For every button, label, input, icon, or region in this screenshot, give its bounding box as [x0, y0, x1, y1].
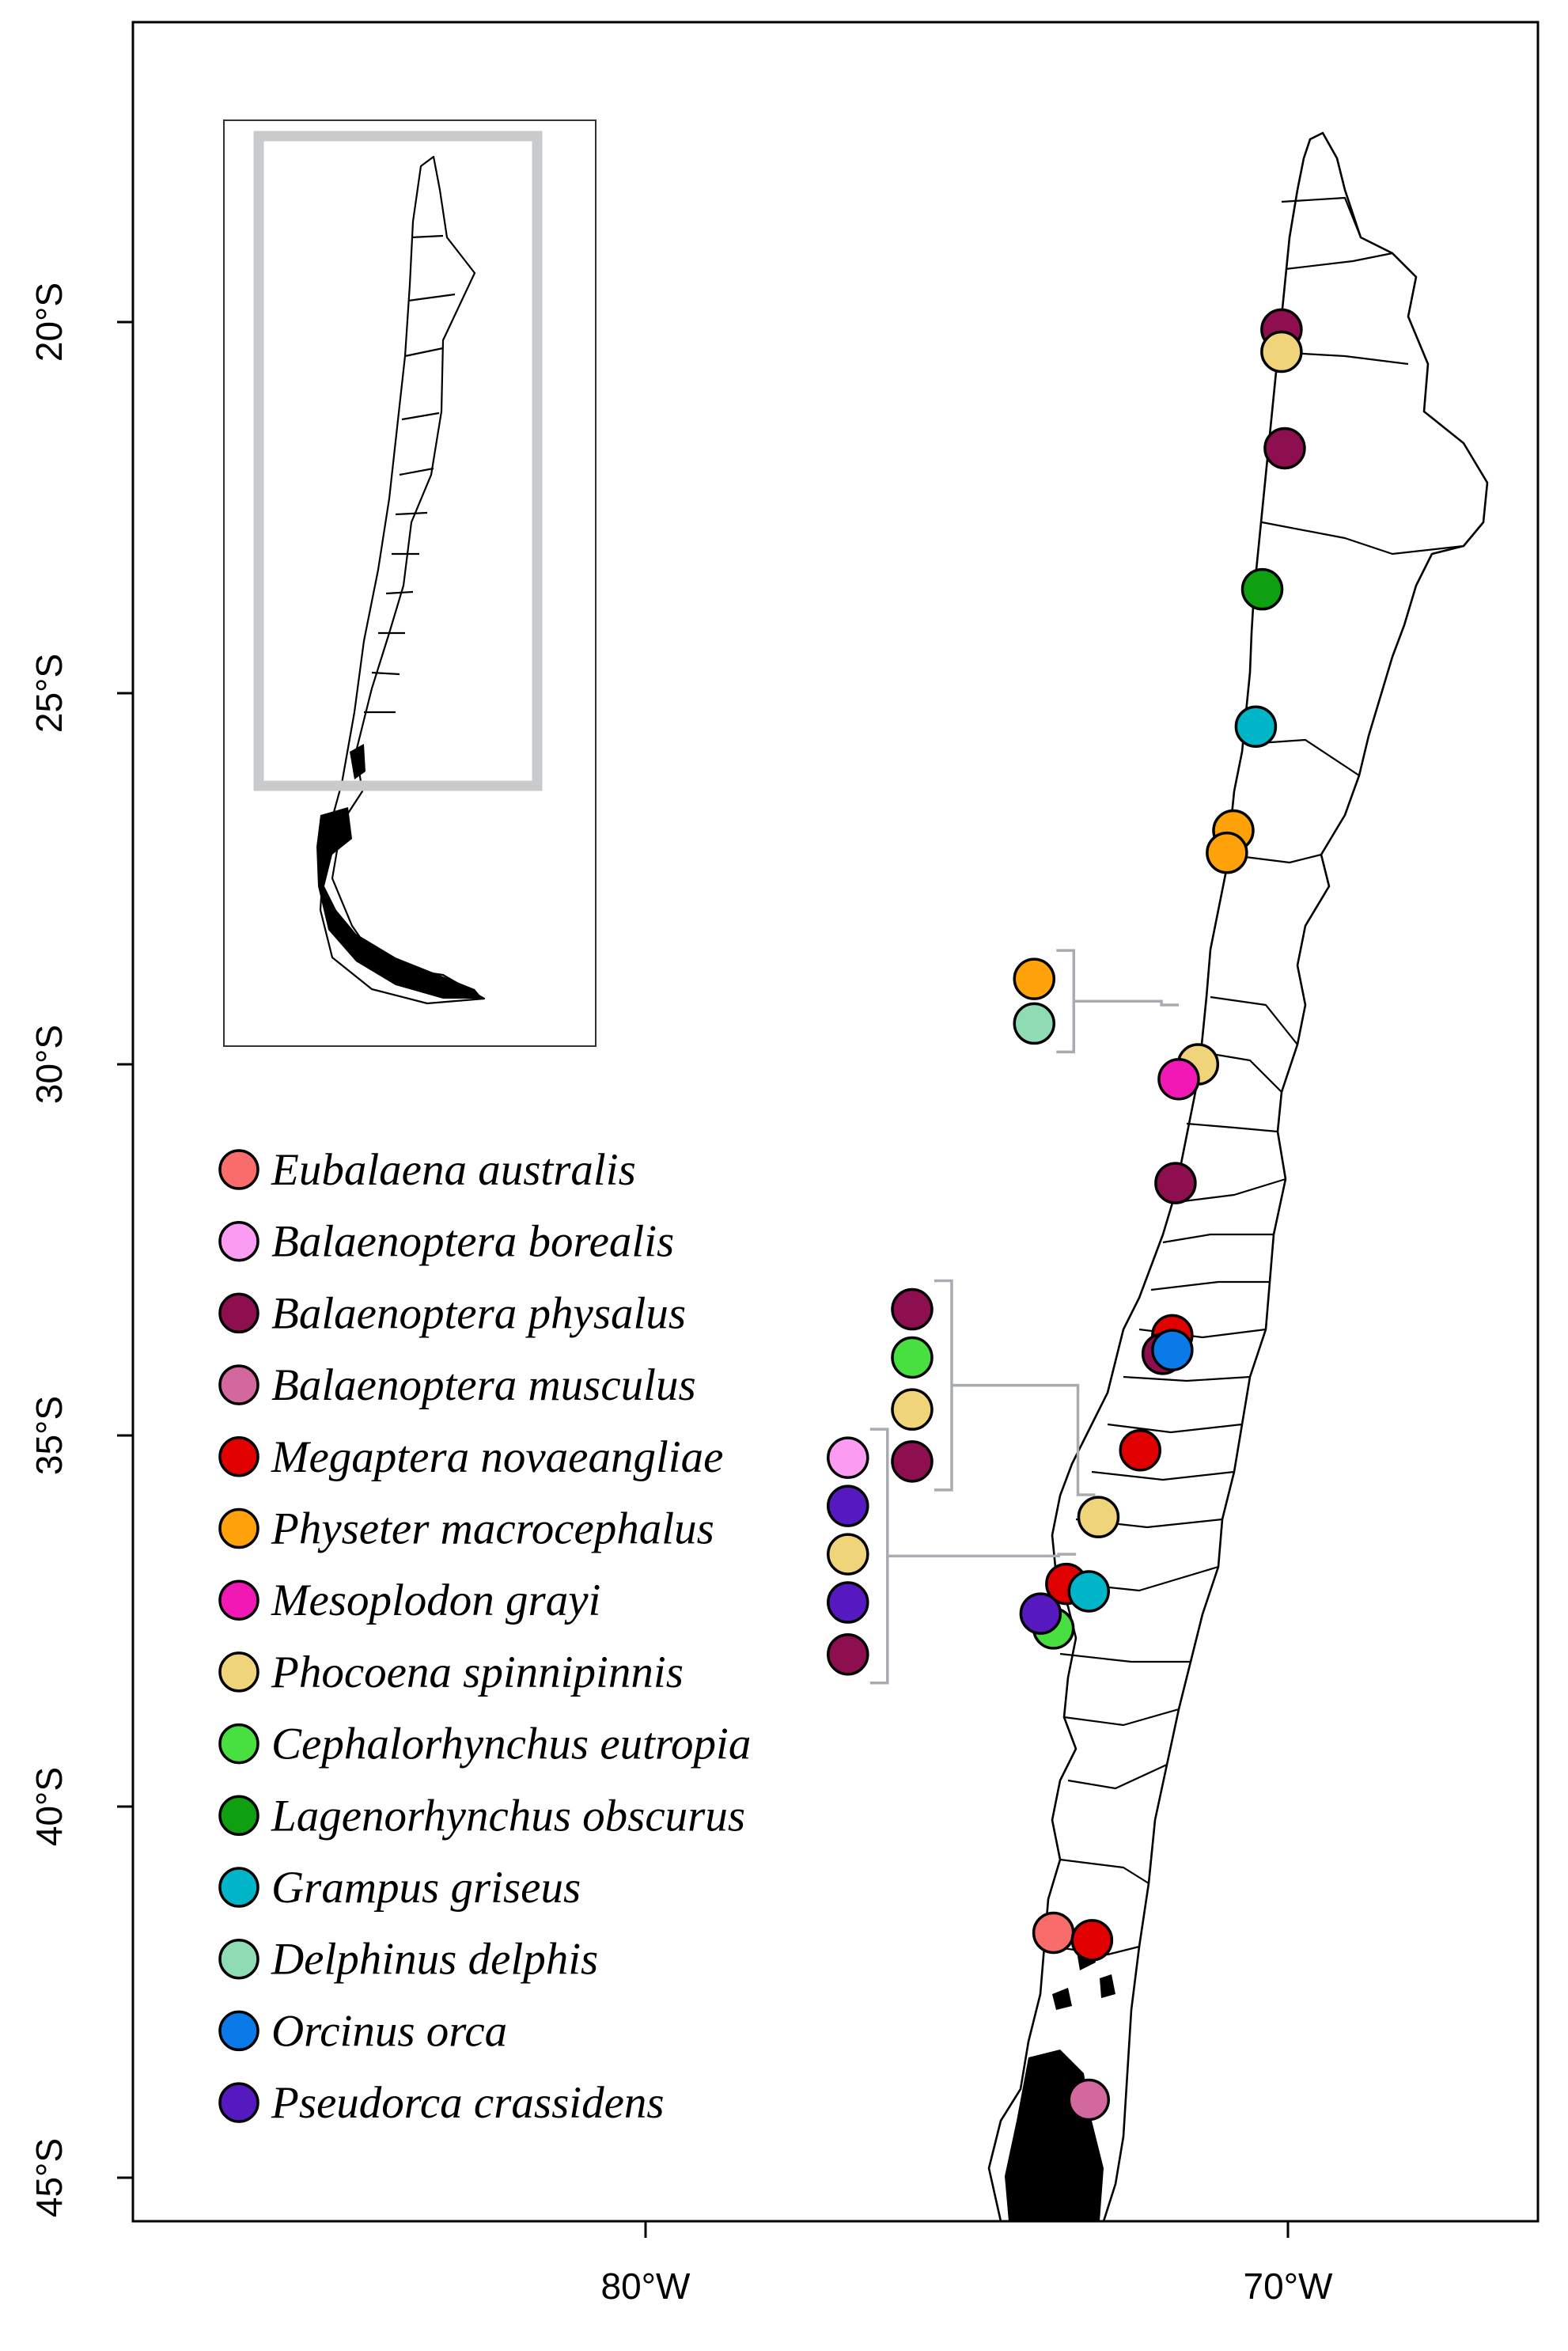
legend-swatch: [218, 1867, 259, 1908]
occurrence-point: [1067, 1570, 1111, 1613]
occurrence-point: [1263, 427, 1306, 470]
occurrence-point: [1032, 1911, 1075, 1955]
legend-label: Mesoplodon grayi: [271, 1576, 600, 1625]
inset-map: [223, 119, 597, 1047]
occurrence-point: [1119, 1429, 1161, 1472]
chile-main-map: [987, 131, 1489, 2223]
legend-swatch: [218, 1938, 259, 1980]
occurrence-point: [1151, 1329, 1194, 1371]
legend-label: Phocoena spinnipinnis: [271, 1648, 684, 1697]
inset-internal-borders: [364, 234, 456, 714]
offshore-occurrence-point: [827, 1581, 869, 1624]
legend-swatch: [218, 1795, 259, 1837]
group-bracket: [934, 1279, 1096, 1496]
legend-swatch: [218, 1149, 259, 1190]
y-tick-label: 25°S: [28, 654, 70, 733]
legend-label: Lagenorhynchus obscurus: [271, 1791, 745, 1841]
legend-swatch: [218, 1292, 259, 1334]
y-tick-label: 35°S: [28, 1396, 70, 1475]
occurrence-point: [1070, 1919, 1114, 1962]
offshore-occurrence-point: [1013, 957, 1056, 1000]
chile-outline: [987, 131, 1489, 2223]
species-legend: Eubalaena australis Balaenoptera borealis…: [218, 1145, 751, 2128]
legend-swatch: [218, 1579, 259, 1621]
x-axis: 80°W 70°W: [601, 2220, 1334, 2307]
legend-label: Cephalorhynchus eutropia: [271, 1720, 751, 1769]
legend-label: Delphinus delphis: [271, 1935, 598, 1985]
legend-label: Eubalaena australis: [271, 1145, 636, 1195]
x-tick-label: 80°W: [601, 2266, 691, 2307]
legend-label: Megaptera novaeangliae: [271, 1432, 723, 1482]
offshore-occurrence-point: [827, 1533, 869, 1576]
occurrence-points: [827, 308, 1306, 2122]
occurrence-point: [1067, 2078, 1111, 2122]
offshore-brackets: [869, 949, 1180, 1685]
offshore-occurrence-point: [827, 1436, 869, 1479]
legend-swatch: [218, 1651, 259, 1693]
legend-label: Pseudorca crassidens: [271, 2078, 665, 2128]
offshore-occurrence-point: [891, 1287, 934, 1331]
legend-label: Balaenoptera borealis: [271, 1217, 674, 1267]
y-tick-label: 30°S: [28, 1025, 70, 1104]
occurrence-point: [1157, 1058, 1200, 1101]
chiloe-and-archipelago: [1005, 1943, 1115, 2221]
offshore-occurrence-point: [891, 1388, 934, 1431]
occurrence-point: [1260, 330, 1303, 374]
offshore-occurrence-point: [1013, 1002, 1056, 1045]
legend-swatch: [218, 2010, 259, 2052]
offshore-occurrence-point: [891, 1440, 934, 1483]
occurrence-point: [1077, 1496, 1120, 1538]
occurrence-point: [1206, 831, 1248, 874]
region-borders: [1051, 196, 1464, 1956]
group-bracket: [1056, 949, 1180, 1054]
group-bracket: [869, 1428, 1077, 1685]
legend-swatch: [218, 2082, 259, 2123]
offshore-occurrence-point: [827, 1632, 869, 1676]
y-tick-label: 40°S: [28, 1767, 70, 1846]
y-tick-label: 45°S: [28, 2138, 70, 2217]
legend-label: Orcinus orca: [271, 2006, 507, 2056]
legend-label: Balaenoptera physalus: [271, 1288, 686, 1338]
y-tick-label: 20°S: [28, 282, 70, 362]
occurrence-point: [1240, 567, 1284, 611]
legend-swatch: [218, 1220, 259, 1262]
legend-swatch: [218, 1507, 259, 1549]
legend-swatch: [218, 1436, 259, 1477]
y-axis: 20°S 25°S 30°S 35°S 40°S 45°S: [28, 282, 134, 2217]
occurrence-point: [1154, 1162, 1197, 1204]
inset-patagonia-islands: [316, 744, 483, 999]
legend-label: Physeter macrocephalus: [271, 1504, 714, 1554]
legend-label: Balaenoptera musculus: [271, 1360, 696, 1410]
legend-label: Grampus griseus: [271, 1863, 581, 1913]
offshore-occurrence-point: [827, 1485, 869, 1527]
legend-swatch: [218, 1723, 259, 1765]
offshore-occurrence-point: [891, 1336, 934, 1379]
occurrence-point: [1234, 705, 1278, 748]
occurrence-point: [1019, 1592, 1062, 1635]
x-tick-label: 70°W: [1244, 2266, 1334, 2307]
legend-swatch: [218, 1364, 259, 1405]
inset-study-area-box: [253, 131, 543, 791]
